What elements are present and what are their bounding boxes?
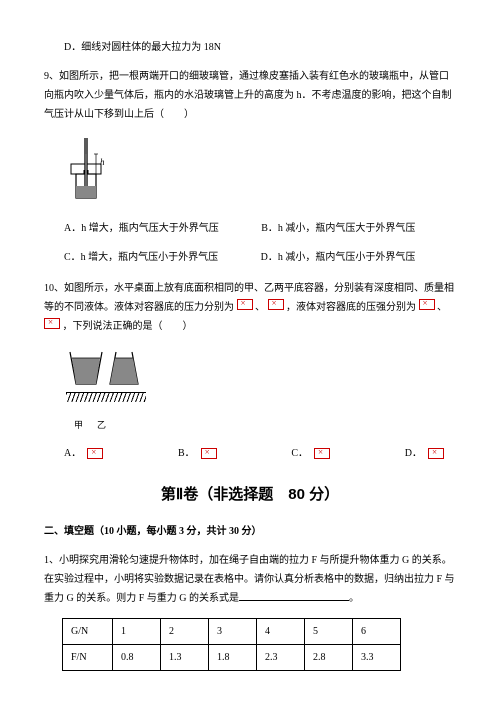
blank-underline xyxy=(239,590,349,601)
q9-option-d: D．h 减小，瓶内气压小于外界气压 xyxy=(261,248,416,267)
table-cell: 1.8 xyxy=(209,644,257,670)
q10-stem-mid: 、 xyxy=(255,302,265,313)
q9-options-line2: C．h 增大，瓶内气压小于外界气压 D．h 减小，瓶内气压小于外界气压 xyxy=(44,248,456,267)
q10-options: A． B． C． D． xyxy=(64,444,444,463)
q9-options-line1: A．h 增大，瓶内气压大于外界气压 B．h 减小，瓶内气压大于外界气压 xyxy=(44,219,456,238)
placeholder-icon xyxy=(419,299,435,310)
table-cell: 0.8 xyxy=(113,644,161,670)
q8-option-d: D．细线对圆柱体的最大拉力为 18N xyxy=(44,38,456,57)
table-cell: 3.3 xyxy=(353,644,401,670)
table-row: F/N 0.8 1.3 1.8 2.3 2.8 3.3 xyxy=(63,644,401,670)
q10-stem: 10、如图所示，水平桌面上放有底面积相同的甲、乙两平底容器，分别装有深度相同、质… xyxy=(44,279,456,336)
label-jia: 甲 xyxy=(74,420,97,430)
placeholder-icon xyxy=(428,448,444,459)
fill-blank-heading: 二、填空题（10 小题，每小题 3 分，共计 30 分） xyxy=(44,522,456,541)
table-cell: 6 xyxy=(353,618,401,644)
table-cell: F/N xyxy=(63,644,113,670)
q10-stem-post: ，下列说法正确的是（ ） xyxy=(63,321,193,332)
label-yi: 乙 xyxy=(97,420,120,430)
q9-option-b: B．h 减小，瓶内气压大于外界气压 xyxy=(261,219,415,238)
placeholder-icon xyxy=(201,448,217,459)
table-cell: 3 xyxy=(209,618,257,644)
fill1-stem: 1、小明探究用滑轮匀速提升物体时，加在绳子自由端的拉力 F 与所提升物体重力 G… xyxy=(44,551,456,608)
fill1-data-table: G/N 1 2 3 4 5 6 F/N 0.8 1.3 1.8 2.3 2.8 … xyxy=(62,618,401,671)
placeholder-icon xyxy=(237,299,253,310)
table-cell: 5 xyxy=(305,618,353,644)
q10-stem-mid2: ，液体对容器底的压强分别为 xyxy=(286,302,419,313)
q10-stem-mid3: 、 xyxy=(437,302,447,313)
table-cell: 2.8 xyxy=(305,644,353,670)
placeholder-icon xyxy=(87,448,103,459)
table-row: G/N 1 2 3 4 5 6 xyxy=(63,618,401,644)
q10-diagram xyxy=(66,350,456,409)
section-2-title: 第Ⅱ卷（非选择题 80 分） xyxy=(44,481,456,510)
q10-diagram-labels: 甲乙 xyxy=(74,417,456,434)
q10-option-d: D． xyxy=(405,444,444,463)
placeholder-icon xyxy=(268,299,284,310)
table-cell: 2.3 xyxy=(257,644,305,670)
svg-text:h: h xyxy=(100,157,105,167)
table-cell: G/N xyxy=(63,618,113,644)
table-cell: 1 xyxy=(113,618,161,644)
placeholder-icon xyxy=(314,448,330,459)
q10-option-b: B． xyxy=(178,444,217,463)
q9-diagram: h xyxy=(70,136,456,209)
q10-option-c: C． xyxy=(291,444,330,463)
q10-option-a: A． xyxy=(64,444,103,463)
placeholder-icon xyxy=(44,318,60,329)
table-cell: 2 xyxy=(161,618,209,644)
table-cell: 1.3 xyxy=(161,644,209,670)
q9-option-c: C．h 增大，瓶内气压小于外界气压 xyxy=(64,248,218,267)
table-cell: 4 xyxy=(257,618,305,644)
q9-stem: 9、如图所示，把一根两端开口的细玻璃管，通过橡皮塞插入装有红色水的玻璃瓶中，从管… xyxy=(44,67,456,124)
q9-option-a: A．h 增大，瓶内气压大于外界气压 xyxy=(64,219,219,238)
